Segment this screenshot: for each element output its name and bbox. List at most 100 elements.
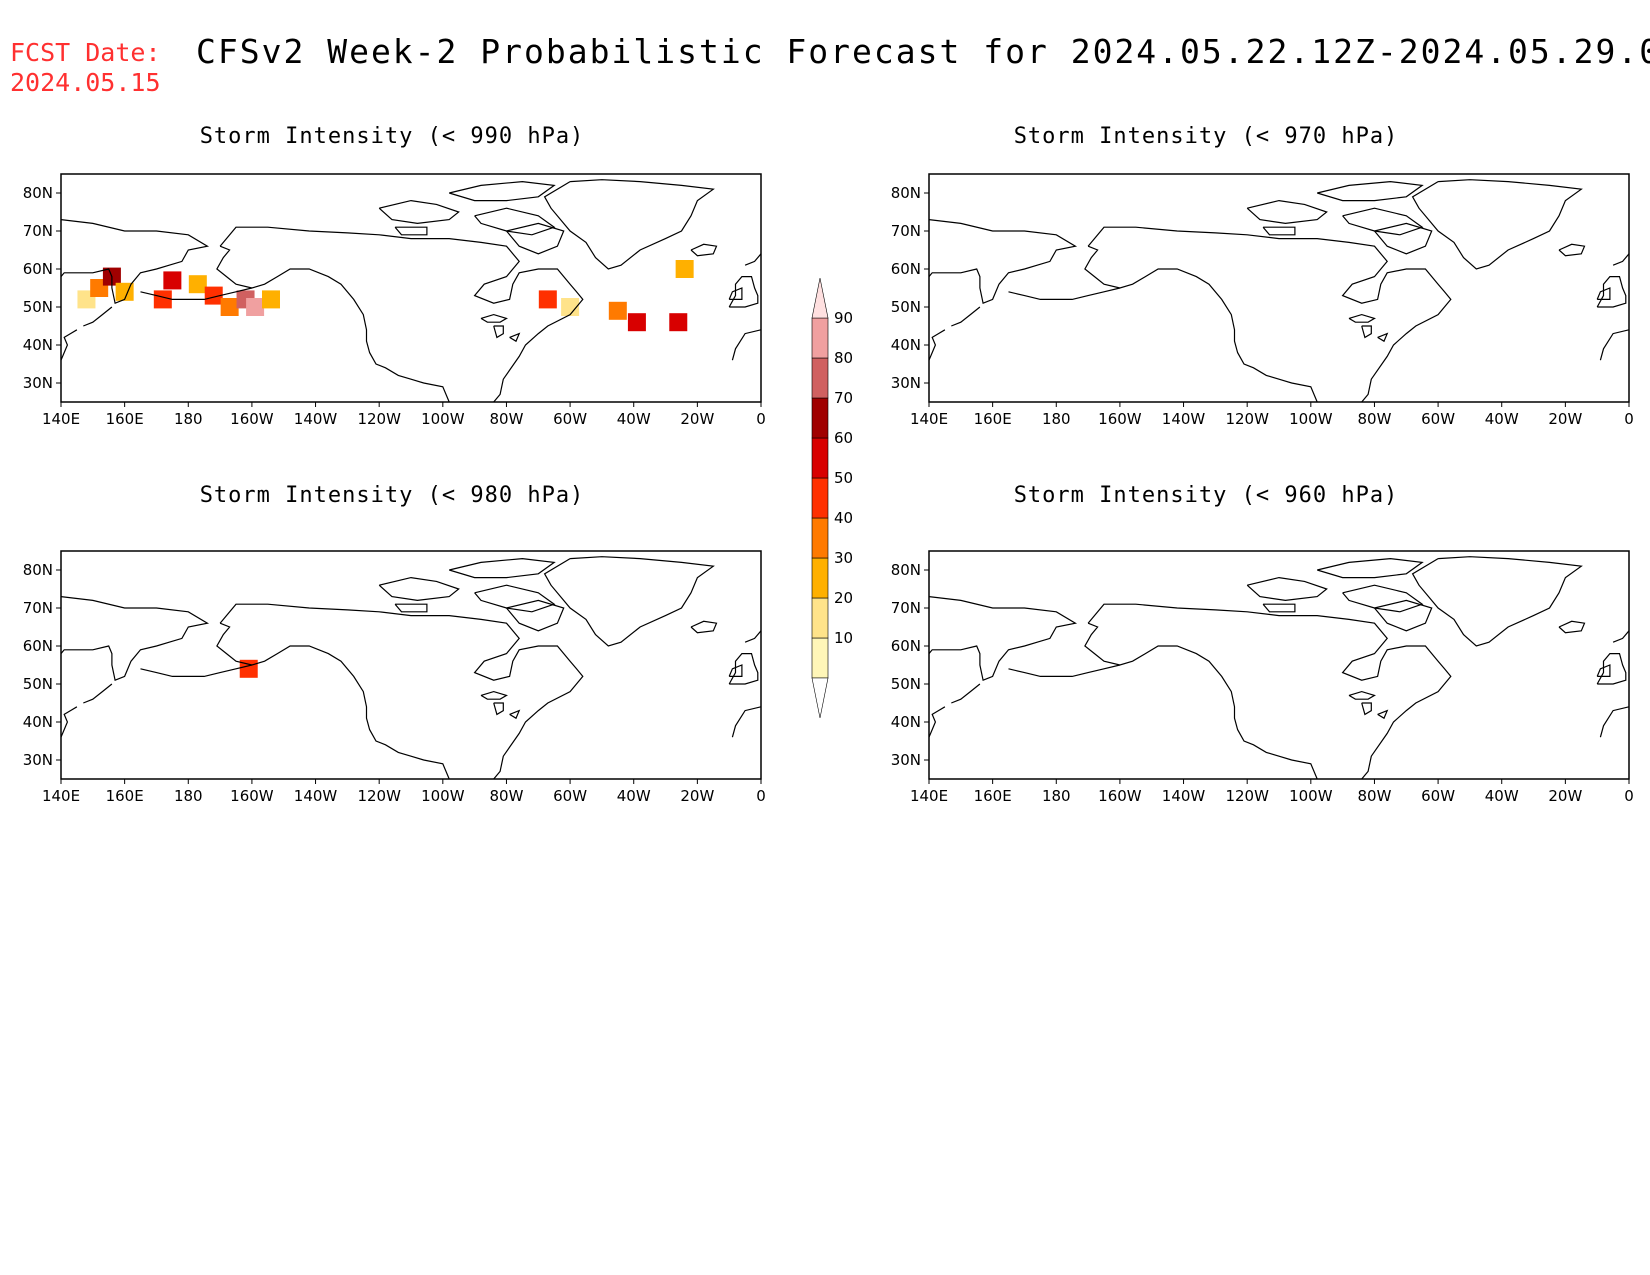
colorbar-top-arrow (811, 277, 829, 319)
lat-tick-label: 30N (23, 751, 53, 769)
coastline (728, 664, 743, 677)
lat-tick-label: 50N (23, 675, 53, 693)
lon-tick-label: 160W (230, 787, 274, 805)
coastline (140, 287, 253, 300)
coastline (1246, 199, 1328, 225)
lon-tick-label: 0 (756, 787, 766, 805)
coastline (744, 630, 761, 643)
coastlines (61, 556, 761, 779)
colorbar-label: 10 (834, 629, 853, 647)
coastline (929, 219, 1078, 305)
coastline (83, 306, 113, 327)
lon-tick-label: 160W (1098, 410, 1142, 428)
coastline (449, 180, 556, 202)
coastline (378, 199, 460, 225)
lon-tick-label: 80W (489, 787, 523, 805)
coastline (1262, 603, 1296, 613)
lon-tick-label: 60W (553, 787, 587, 805)
lon-tick-label: 140E (910, 787, 948, 805)
colorbar: 10 20 30 40 50 60 70 80 90 (811, 277, 853, 719)
lon-tick-label: 60W (1421, 787, 1455, 805)
lat-tick-label: 60N (891, 637, 921, 655)
lon-tick-label: 180 (1042, 787, 1071, 805)
coastline (378, 576, 460, 602)
coastline (493, 325, 504, 339)
lat-tick-label: 50N (23, 298, 53, 316)
lon-tick-label: 60W (1421, 410, 1455, 428)
lon-tick-label: 40W (1485, 410, 1519, 428)
lat-tick-label: 70N (23, 222, 53, 240)
probability-cell (669, 313, 688, 332)
coastline (929, 329, 946, 361)
coastline (543, 556, 715, 647)
coastlines (929, 179, 1629, 402)
coastline (1558, 620, 1586, 634)
probability-cell (627, 313, 646, 332)
lat-tick-label: 70N (891, 222, 921, 240)
probability-cell (153, 290, 172, 309)
probability-cell (608, 301, 627, 320)
panel-title-960: Storm Intensity (< 960 hPa) (1013, 483, 1399, 508)
lon-tick-label: 180 (1042, 410, 1071, 428)
lon-tick-label: 20W (680, 410, 714, 428)
colorbar-segment (811, 557, 829, 599)
coastline (506, 599, 565, 632)
colorbar-label: 70 (834, 389, 853, 407)
lon-tick-label: 40W (617, 410, 651, 428)
coastline (449, 557, 556, 579)
lon-tick-label: 180 (174, 787, 203, 805)
coastline (929, 706, 946, 738)
lon-tick-label: 20W (1548, 410, 1582, 428)
lon-tick-label: 160W (230, 410, 274, 428)
coastlines (929, 556, 1629, 779)
lon-tick-label: 160E (106, 787, 144, 805)
colorbar-segment (811, 437, 829, 479)
map-panel-p990: 140E 160E 180 160W 140W 120W 100W 80W 60W 40W 20W 0… (23, 173, 766, 428)
coastline (1342, 584, 1424, 613)
map-panel-p980: 140E 160E 180 160W 140W 120W 100W 80W 60W 40W 20W 0… (23, 550, 766, 805)
colorbar-segment (811, 397, 829, 439)
coastline (394, 226, 428, 236)
probability-cell (188, 275, 207, 294)
coastline (219, 603, 584, 779)
probability-cell (246, 298, 265, 316)
coastline (474, 207, 556, 236)
lat-tick-label: 80N (23, 184, 53, 202)
coastline (61, 329, 78, 361)
lon-tick-label: 180 (174, 410, 203, 428)
panel-title-990: Storm Intensity (< 990 hPa) (199, 124, 585, 149)
fcst-date: 2024.05.15 (10, 68, 161, 97)
coastline (690, 243, 718, 257)
colorbar-segment (811, 597, 829, 639)
lon-tick-label: 80W (1357, 410, 1391, 428)
lat-tick-label: 80N (23, 561, 53, 579)
coastline (1084, 622, 1318, 779)
coastline (1596, 276, 1627, 308)
coastlines (61, 179, 761, 402)
coastline (728, 276, 759, 308)
coastline (1361, 702, 1372, 716)
coastline (509, 332, 521, 343)
lon-tick-label: 60W (553, 410, 587, 428)
coastline (1596, 653, 1627, 685)
lon-tick-label: 20W (680, 787, 714, 805)
lat-tick-label: 40N (23, 713, 53, 731)
coastline (1558, 243, 1586, 257)
lon-tick-label: 100W (421, 787, 465, 805)
lon-tick-label: 0 (756, 410, 766, 428)
lon-tick-label: 80W (489, 410, 523, 428)
lon-tick-label: 40W (1485, 787, 1519, 805)
coastline (1599, 706, 1629, 738)
lon-tick-label: 100W (421, 410, 465, 428)
lon-tick-label: 160W (1098, 787, 1142, 805)
coastline (61, 219, 210, 305)
lon-tick-label: 140W (294, 410, 338, 428)
coastline (61, 596, 210, 682)
coastline (1612, 630, 1629, 643)
lat-tick-label: 70N (23, 599, 53, 617)
coastline (1342, 207, 1424, 236)
colorbar-label: 50 (834, 469, 853, 487)
lon-tick-label: 160E (974, 410, 1012, 428)
probability-cell (561, 298, 580, 316)
